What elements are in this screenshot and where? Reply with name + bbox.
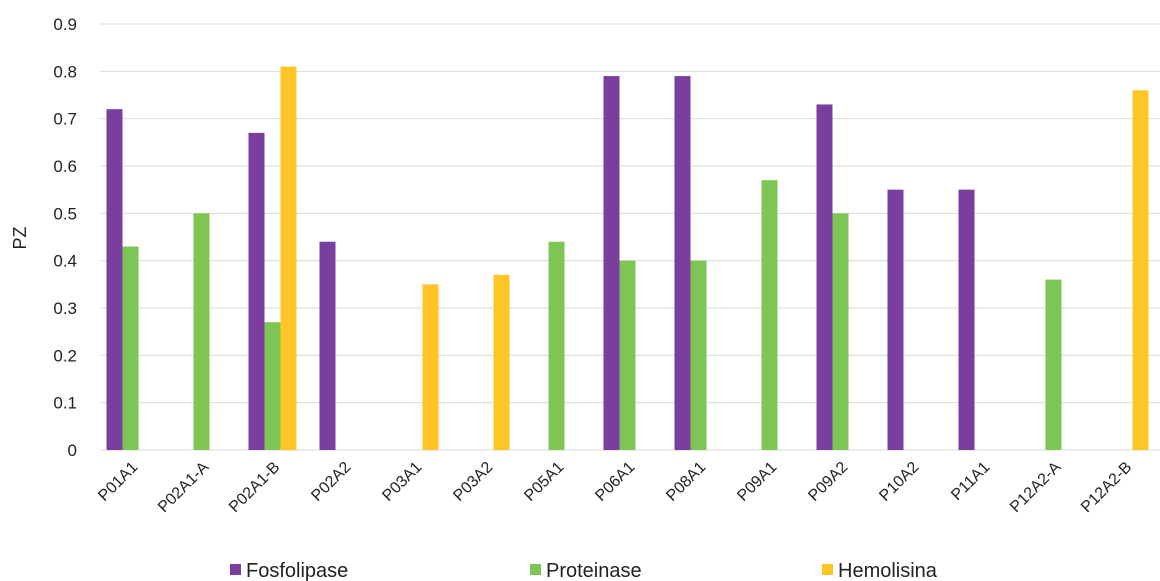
bar-proteinase-p05a1 [548, 241, 565, 450]
y-tick-label: 0.3 [53, 299, 77, 318]
bars [106, 66, 1149, 451]
x-category-label: P06A1 [592, 459, 638, 505]
x-category-label: P05A1 [521, 459, 567, 505]
x-category-label: P03A2 [450, 459, 496, 505]
y-tick-label: 0.7 [53, 110, 77, 129]
x-category-label: P02A2 [308, 459, 354, 505]
x-category-label: P09A2 [805, 459, 851, 505]
x-category-label: P10A2 [876, 459, 922, 505]
x-category-label: P02A1-A [155, 459, 213, 517]
bar-proteinase-p09a2 [832, 213, 849, 450]
bar-hemolisina-p02a1-b [280, 66, 297, 450]
bar-proteinase-p06a1 [619, 260, 636, 450]
y-axis-title: PZ [10, 226, 30, 249]
legend-label-proteinase: Proteinase [546, 560, 642, 581]
y-tick-label: 0 [68, 441, 77, 460]
y-axis-ticks: 0 0.1 0.2 0.3 0.4 0.5 0.6 0.7 0.8 0.9 [53, 15, 77, 460]
y-tick-label: 0.5 [53, 204, 77, 223]
bar-fosfolipase-p10a2 [887, 189, 904, 450]
x-category-label: P03A1 [379, 459, 425, 505]
legend-label-hemolisina: Hemolisina [838, 560, 938, 581]
bar-fosfolipase-p08a1 [674, 76, 691, 451]
y-tick-label: 0.4 [53, 252, 77, 271]
legend-swatch-fosfolipase [230, 564, 241, 575]
bar-hemolisina-p12a2-b [1132, 90, 1149, 451]
bar-fosfolipase-p11a1 [958, 189, 975, 450]
x-category-label: P02A1-B [226, 459, 283, 516]
x-category-label: P12A2-A [1007, 459, 1065, 517]
x-axis-categories: P01A1 P02A1-A P02A1-B P02A2 P03A1 P03A2 P05A1 P… [95, 459, 1135, 517]
bar-hemolisina-p03a2 [493, 274, 510, 450]
bar-proteinase-p01a1 [122, 246, 139, 450]
x-category-label: P01A1 [95, 459, 141, 505]
x-category-label: P11A1 [948, 459, 993, 504]
bar-fosfolipase-p06a1 [603, 76, 620, 451]
x-category-label: P09A1 [734, 459, 780, 505]
y-tick-label: 0.9 [53, 15, 77, 34]
x-category-label: P12A2-B [1078, 459, 1135, 516]
bar-hemolisina-p03a1 [422, 284, 439, 450]
legend-label-fosfolipase: Fosfolipase [246, 560, 348, 581]
bar-proteinase-p09a1 [761, 180, 778, 450]
x-category-label: P08A1 [663, 459, 709, 505]
bar-fosfolipase-p02a1-b [248, 132, 265, 450]
bar-proteinase-p02a1-a [193, 213, 210, 450]
bar-fosfolipase-p09a2 [816, 104, 833, 450]
bar-proteinase-p08a1 [690, 260, 707, 450]
legend-swatch-proteinase [530, 564, 541, 575]
y-tick-label: 0.6 [53, 157, 77, 176]
bar-fosfolipase-p01a1 [106, 109, 123, 450]
legend-swatch-hemolisina [822, 564, 833, 575]
bar-fosfolipase-p02a2 [319, 241, 336, 450]
y-tick-label: 0.2 [53, 346, 77, 365]
bar-proteinase-p02a1-b [264, 322, 281, 450]
y-tick-label: 0.8 [53, 62, 77, 81]
y-tick-label: 0.1 [53, 394, 77, 413]
bar-proteinase-p12a2-a [1045, 279, 1062, 450]
legend: Fosfolipase Proteinase Hemolisina [230, 560, 938, 581]
